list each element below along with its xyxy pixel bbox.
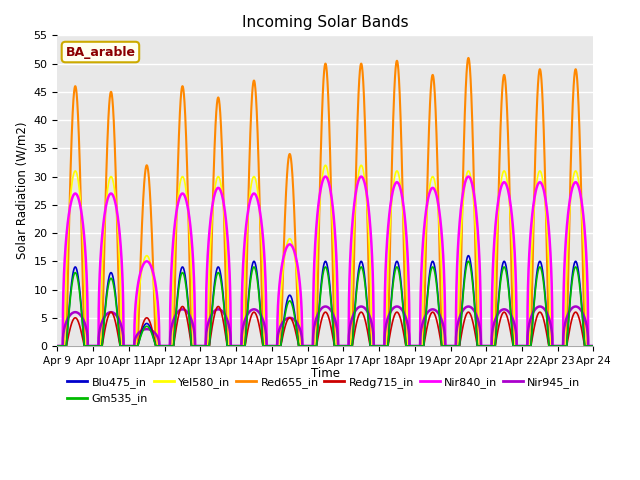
Text: BA_arable: BA_arable bbox=[65, 46, 136, 59]
X-axis label: Time: Time bbox=[311, 367, 340, 380]
Legend: Blu475_in, Gm535_in, Yel580_in, Red655_in, Redg715_in, Nir840_in, Nir945_in: Blu475_in, Gm535_in, Yel580_in, Red655_i… bbox=[63, 372, 585, 409]
Y-axis label: Solar Radiation (W/m2): Solar Radiation (W/m2) bbox=[15, 122, 28, 259]
Title: Incoming Solar Bands: Incoming Solar Bands bbox=[242, 15, 409, 30]
